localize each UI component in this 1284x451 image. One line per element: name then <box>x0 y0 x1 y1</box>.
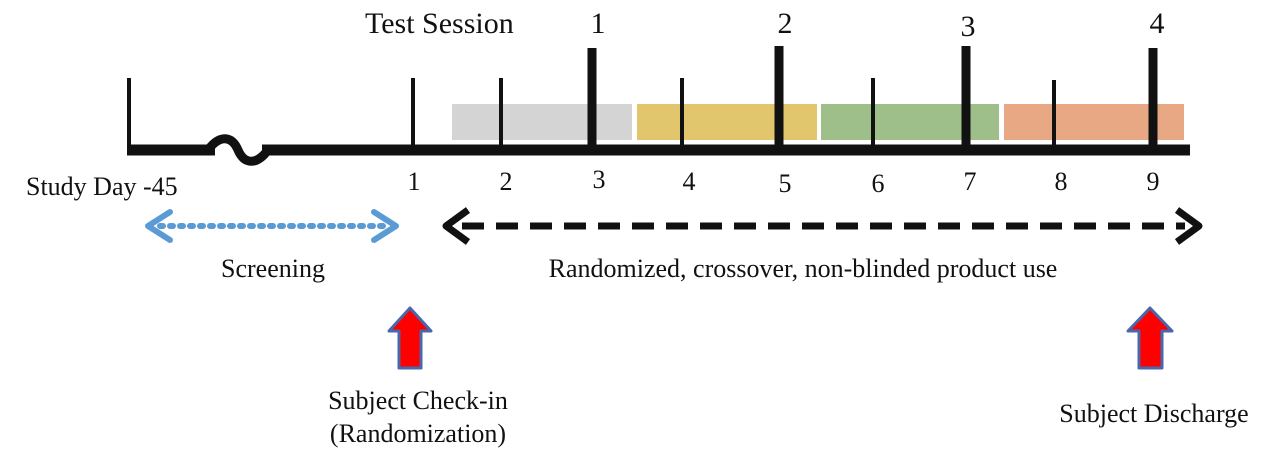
product-use-label: Randomized, crossover, non-blinded produ… <box>549 254 1058 283</box>
period-band-1 <box>452 104 632 140</box>
day-label-3: 3 <box>593 165 606 194</box>
day-label-4: 4 <box>683 167 696 196</box>
day-label-9: 9 <box>1147 167 1160 196</box>
day-label-2: 2 <box>500 167 513 196</box>
session-ticks <box>587 46 1158 146</box>
screening-arrow <box>145 209 399 243</box>
session-number-2: 2 <box>778 7 793 40</box>
product-use-arrow <box>442 207 1203 245</box>
day-label-1: 1 <box>408 167 421 196</box>
screening-label: Screening <box>221 254 325 283</box>
discharge-up-arrow-icon <box>1126 306 1174 370</box>
session-number-3: 3 <box>961 10 976 43</box>
day-label-5: 5 <box>779 169 792 198</box>
session-number-1: 1 <box>591 7 606 40</box>
discharge-label: Subject Discharge <box>1059 399 1248 428</box>
period-band-2 <box>637 104 817 140</box>
study-day-label: Study Day -45 <box>26 172 178 201</box>
test-session-label: Test Session <box>365 7 514 40</box>
session-number-4: 4 <box>1150 7 1165 40</box>
period-band-3 <box>821 104 999 140</box>
checkin-up-arrow-icon <box>387 306 433 370</box>
day-ticks <box>127 78 1056 146</box>
day-label-6: 6 <box>872 169 885 198</box>
checkin-label: Subject Check-in <box>328 386 508 415</box>
timeline-axis <box>127 134 1190 166</box>
randomization-label: (Randomization) <box>330 419 506 448</box>
day-label-8: 8 <box>1055 167 1068 196</box>
day-label-7: 7 <box>964 167 977 196</box>
